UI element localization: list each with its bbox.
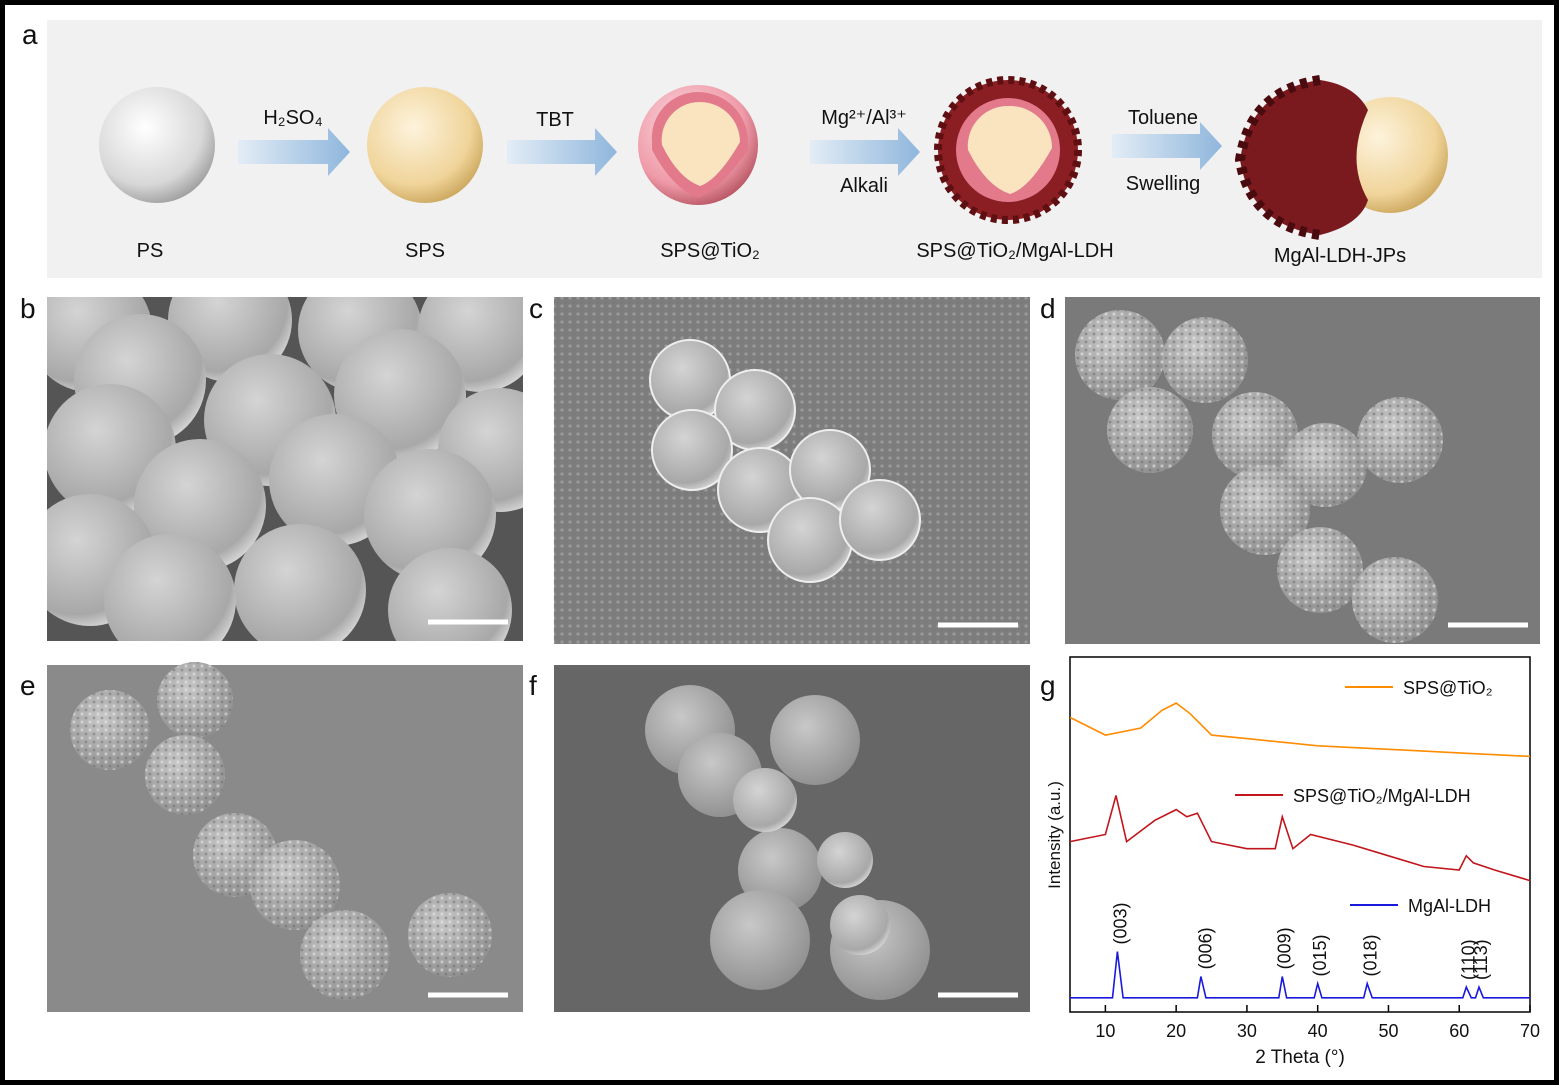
plot-frame — [1069, 656, 1531, 1013]
arrow-label: Toluene — [1128, 107, 1198, 129]
x-tick-label: 40 — [1308, 1021, 1328, 1041]
peak-label: (006) — [1195, 927, 1215, 969]
x-tick-label: 60 — [1449, 1021, 1469, 1041]
peak-label: (003) — [1111, 903, 1131, 945]
xrd-curve — [1069, 702, 1531, 758]
legend-label: SPS@TiO₂ — [1403, 678, 1493, 698]
material-label: SPS — [405, 240, 445, 262]
sps-sphere — [367, 87, 483, 203]
sem-f — [554, 665, 1030, 1012]
sps-tio2-sphere — [638, 85, 758, 205]
material-label: SPS@TiO₂/MgAl-LDH — [916, 240, 1113, 262]
material-label: PS — [137, 240, 164, 262]
panel-letter: c — [529, 293, 543, 324]
panel-letter: d — [1040, 293, 1056, 324]
peak-label: (009) — [1275, 927, 1295, 969]
janus-particle — [1234, 75, 1448, 240]
material-label: MgAl-LDH-JPs — [1274, 245, 1406, 267]
ps-sphere — [99, 87, 215, 203]
xrd-curve — [1069, 795, 1531, 882]
peak-label: (110) — [1459, 939, 1479, 980]
panel-letter: b — [20, 293, 36, 324]
arrow-label: H₂SO₄ — [263, 107, 322, 129]
panel-letter: e — [20, 670, 36, 701]
sem-e — [47, 662, 523, 1012]
x-axis-label: 2 Theta (°) — [1255, 1047, 1345, 1068]
sem-b — [47, 297, 523, 641]
sem-c — [554, 297, 1030, 644]
sem-d — [1065, 297, 1540, 644]
x-tick-label: 50 — [1378, 1021, 1398, 1041]
x-tick-label: 10 — [1095, 1021, 1115, 1041]
panel-letter: f — [529, 670, 537, 701]
peak-label: (113) — [1471, 939, 1491, 980]
arrow-label: TBT — [536, 109, 574, 131]
ldh-sphere — [934, 76, 1082, 224]
panel-letter: g — [1040, 670, 1056, 701]
peak-label: (015) — [1310, 934, 1330, 976]
arrows — [238, 122, 1222, 176]
legend-label: SPS@TiO₂/MgAl-LDH — [1293, 786, 1471, 806]
x-tick-label: 20 — [1166, 1021, 1186, 1041]
peak-label: (018) — [1360, 934, 1380, 976]
x-tick-label: 70 — [1520, 1021, 1540, 1041]
arrow-label: Alkali — [840, 175, 888, 197]
x-tick-label: 30 — [1237, 1021, 1257, 1041]
xrd-chart: 2 Theta (°) Intensity (a.u.) 10 20 30 40 50 6… — [1045, 656, 1540, 1068]
arrow-label: Swelling — [1126, 173, 1200, 195]
arrow-label: Mg²⁺/Al³⁺ — [821, 107, 907, 129]
xrd-curve — [1070, 951, 1530, 999]
panel-letter: a — [22, 19, 38, 50]
material-label: SPS@TiO₂ — [660, 240, 760, 262]
y-axis-label: Intensity (a.u.) — [1045, 781, 1064, 889]
legend-label: MgAl-LDH — [1408, 896, 1491, 916]
